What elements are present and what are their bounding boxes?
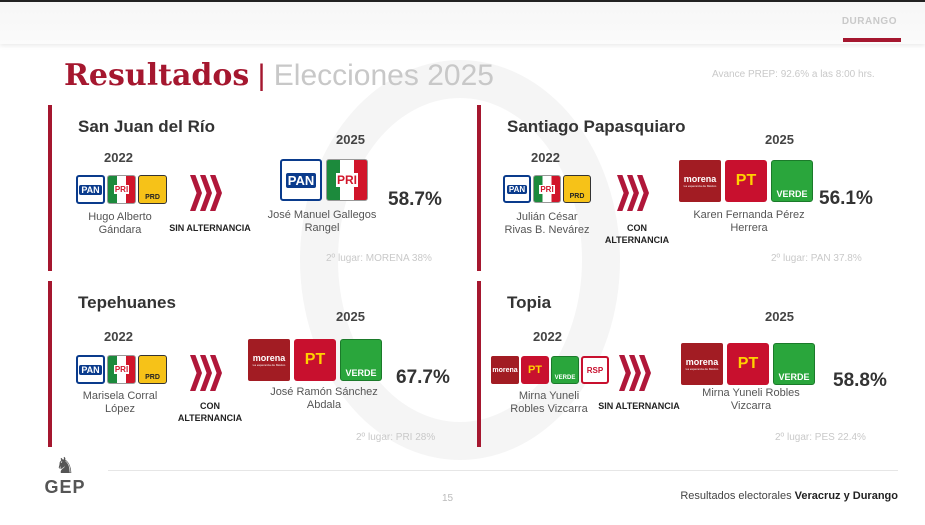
municipality-name: Topia: [507, 293, 552, 312]
verde-logo: VERDE: [551, 356, 579, 384]
footer-text: Resultados electorales Veracruz y Durang…: [680, 490, 898, 502]
candidate-2022: Julián César Rivas B. Nevárez: [504, 211, 590, 236]
candidate-2022: Hugo Alberto Gándara: [88, 211, 152, 236]
top-bar: DURANGO: [0, 0, 925, 44]
region-underline: [843, 38, 901, 42]
municipality-name: Tepehuanes: [78, 293, 176, 312]
year-2022: 2022: [531, 150, 560, 165]
chevron-arrows-icon: [190, 175, 222, 211]
pan-logo: PAN: [76, 355, 105, 384]
candidate-2025: Karen Fernanda Pérez Herrera: [693, 209, 805, 234]
candidate-2025: Mirna Yuneli Robles Vizcarra: [702, 387, 800, 412]
verde-logo: VERDE: [771, 160, 813, 202]
municipality-name: San Juan del Río: [78, 117, 215, 136]
second-place: 2º lugar: PRI 28%: [356, 432, 436, 443]
logos-2025: morena La esperanza de México PT VERDE: [248, 339, 382, 381]
vote-percent: 58.8%: [833, 370, 887, 391]
year-2025: 2025: [336, 132, 365, 147]
pan-logo: PAN: [280, 159, 322, 201]
morena-logo: morena: [491, 356, 519, 384]
prd-logo: PRD: [138, 355, 167, 384]
logos-2025: morena La esperanza de México PT VERDE: [679, 160, 813, 202]
alternation-label: CON ALTERNANCIA: [177, 401, 243, 423]
page-title: Resultados | Elecciones 2025: [64, 58, 494, 93]
pan-logo: PAN: [76, 175, 105, 204]
year-2022: 2022: [533, 329, 562, 344]
chevron-arrows-icon: [619, 355, 651, 391]
panel-topia: Topia 2022 morena PT VERDE RSP Mirna Yun…: [477, 281, 887, 447]
logos-2022: morena PT VERDE RSP: [491, 356, 609, 384]
logos-2022: PAN PRI PRD: [76, 355, 167, 384]
gep-wordmark: GEP: [44, 477, 86, 497]
vote-percent: 56.1%: [819, 188, 873, 209]
year-2022: 2022: [104, 329, 133, 344]
pri-logo: PRI: [107, 175, 136, 204]
pt-logo: PT: [294, 339, 336, 381]
pt-logo: PT: [725, 160, 767, 202]
vote-percent: 58.7%: [388, 189, 442, 210]
panel-tepehuanes: Tepehuanes 2022 PAN PRI PRD Marisela Cor…: [48, 281, 450, 447]
logos-2025: PAN PRI: [280, 159, 368, 201]
second-place: 2º lugar: PES 22.4%: [775, 432, 866, 443]
vote-percent: 67.7%: [396, 367, 450, 388]
panel-santiago-papasquiaro: Santiago Papasquiaro 2022 PAN PRI PRD Ju…: [477, 105, 879, 271]
alternation-label: CON ALTERNANCIA: [604, 223, 670, 245]
logos-2022: PAN PRI PRD: [76, 175, 167, 204]
second-place: 2º lugar: MORENA 38%: [326, 253, 432, 264]
year-2025: 2025: [765, 309, 794, 324]
verde-logo: VERDE: [773, 343, 815, 385]
page-number: 15: [442, 493, 454, 504]
logos-2025: morena La esperanza de México PT VERDE: [681, 343, 815, 385]
pri-logo: PRI: [533, 175, 561, 203]
alternation-label: SIN ALTERNANCIA: [598, 401, 680, 411]
title-main: Resultados: [64, 58, 250, 93]
chevron-arrows-icon: [617, 175, 649, 211]
year-2025: 2025: [336, 309, 365, 324]
title-separator: |: [257, 59, 266, 92]
panel-san-juan-del-rio: San Juan del Río 2022 PAN PRI PRD Hugo A…: [48, 105, 450, 271]
second-place: 2º lugar: PAN 37.8%: [771, 253, 862, 264]
chevron-arrows-icon: [190, 355, 222, 391]
candidate-2022: Marisela Corral López: [82, 390, 158, 415]
rsp-logo: RSP: [581, 356, 609, 384]
region-label: DURANGO: [841, 16, 897, 27]
verde-logo: VERDE: [340, 339, 382, 381]
pri-logo: PRI: [107, 355, 136, 384]
alternation-label: SIN ALTERNANCIA: [169, 223, 251, 233]
gep-logo: ♞ GEP: [40, 455, 90, 498]
morena-logo: morena La esperanza de México: [681, 343, 723, 385]
pt-logo: PT: [727, 343, 769, 385]
title-sub: Elecciones 2025: [273, 59, 494, 92]
municipality-name: Santiago Papasquiaro: [507, 117, 686, 136]
pri-logo: PRI: [326, 159, 368, 201]
footer-divider: [108, 470, 898, 471]
pt-logo: PT: [521, 356, 549, 384]
year-2025: 2025: [765, 132, 794, 147]
candidate-2022: Mirna Yuneli Robles Vizcarra: [510, 390, 588, 415]
horse-icon: ♞: [55, 453, 75, 478]
logos-2022: PAN PRI PRD: [503, 175, 591, 203]
prd-logo: PRD: [138, 175, 167, 204]
candidate-2025: José Ramón Sánchez Abdala: [270, 386, 378, 411]
year-2022: 2022: [104, 150, 133, 165]
morena-logo: morena La esperanza de México: [248, 339, 290, 381]
prep-note: Avance PREP: 92.6% a las 8:00 hrs.: [712, 69, 875, 80]
pan-logo: PAN: [503, 175, 531, 203]
candidate-2025: José Manuel Gallegos Rangel: [267, 209, 377, 234]
morena-logo: morena La esperanza de México: [679, 160, 721, 202]
prd-logo: PRD: [563, 175, 591, 203]
